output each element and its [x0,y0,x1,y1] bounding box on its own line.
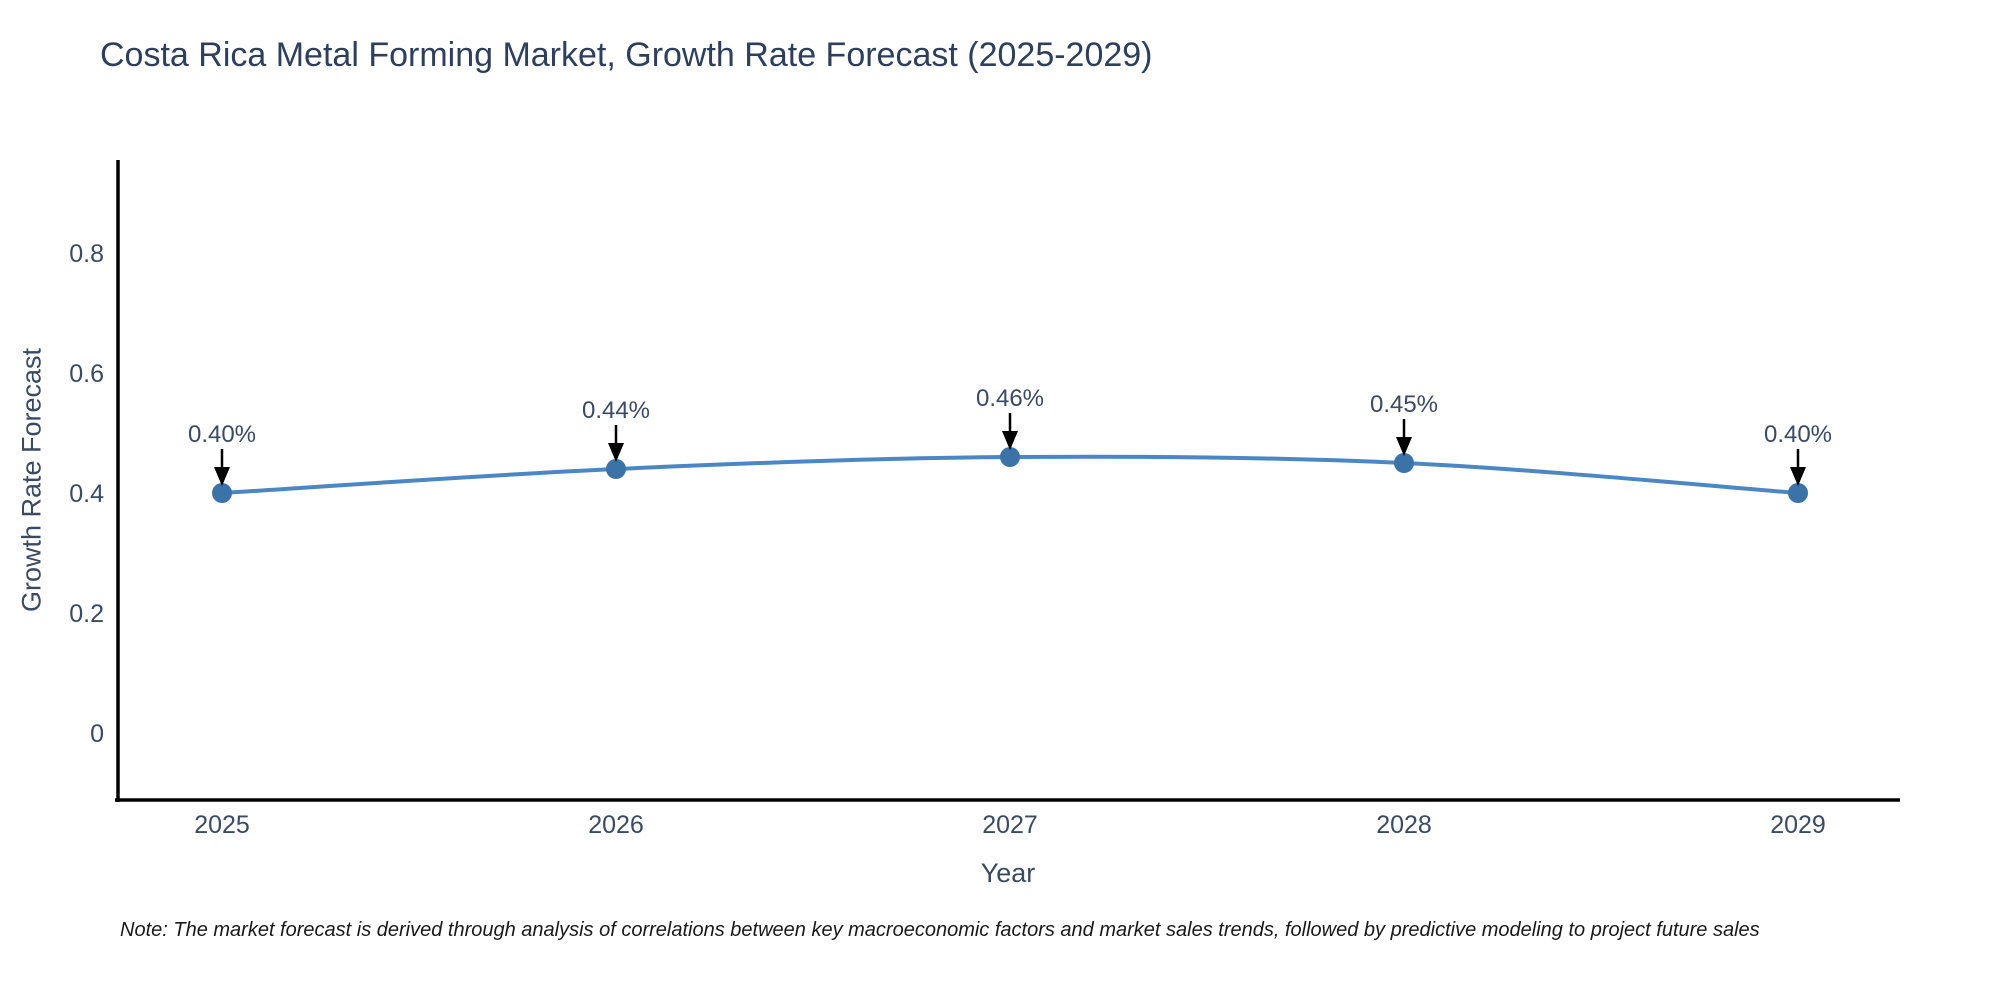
y-tick-label: 0.6 [69,360,104,388]
annotation-arrowhead [214,467,230,486]
y-tick-label: 0.4 [69,480,104,508]
footnote: Note: The market forecast is derived thr… [120,919,1760,941]
x-tick-label: 2025 [194,811,250,839]
data-point [1000,447,1020,467]
data-point [212,483,232,503]
point-value-label: 0.40% [1764,421,1832,448]
data-point [1394,453,1414,473]
x-axis-title: Year [980,858,1036,888]
y-tick-label: 0.2 [69,600,104,628]
point-value-label: 0.40% [188,421,256,448]
y-tick-label: 0 [90,720,104,748]
annotation-arrowhead [1790,467,1806,486]
data-point [606,459,626,479]
point-value-label: 0.45% [1370,391,1438,418]
x-tick-label: 2028 [1376,811,1432,839]
x-tick-label: 2027 [982,811,1038,839]
chart-title: Costa Rica Metal Forming Market, Growth … [100,36,1153,74]
annotation-arrowhead [1396,437,1412,456]
x-tick-label: 2026 [588,811,644,839]
point-value-label: 0.46% [976,385,1044,412]
x-tick-label: 2029 [1770,811,1826,839]
data-point [1788,483,1808,503]
annotation-arrowhead [1002,431,1018,450]
annotation-arrowhead [608,443,624,462]
y-tick-label: 0.8 [69,240,104,268]
point-value-label: 0.44% [582,397,650,424]
